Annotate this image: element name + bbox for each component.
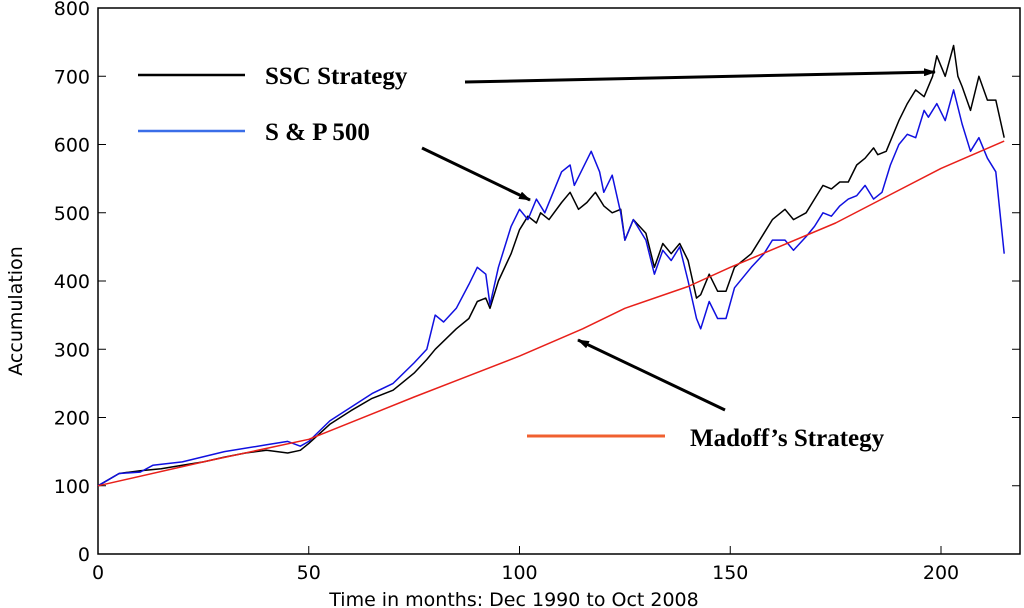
arrow-sp500: [421, 146, 531, 202]
annotation-ssc: SSC Strategy: [265, 63, 408, 90]
series-line-1: [97, 89, 1005, 487]
y-tick-label: 600: [54, 135, 90, 157]
annotation-sp500: S & P 500: [265, 119, 370, 146]
y-tick-label: 500: [54, 203, 90, 225]
y-tick-label: 400: [54, 271, 90, 293]
y-tick-label: 700: [54, 66, 90, 88]
x-tick-label: 50: [297, 562, 321, 584]
arrow-ssc: [464, 68, 936, 84]
y-tick-label: 800: [54, 0, 90, 20]
arrow-madoff: [577, 338, 726, 412]
y-tick-label: 100: [54, 476, 90, 498]
y-tick-label: 0: [78, 544, 90, 566]
x-tick-label: 200: [923, 562, 959, 584]
plot-frame: [97, 7, 1021, 555]
axes: 0 100 200 300 400 500 600 700 800 0 50 100 150 200 Tim…: [5, 0, 1021, 608]
annotation-madoff: Madoff’s Strategy: [690, 425, 885, 452]
y-axis-label: Accumulation: [5, 246, 27, 375]
x-tick-label: 150: [712, 562, 748, 584]
y-tick-label: 200: [54, 408, 90, 430]
series-line-0: [97, 44, 1005, 487]
series-group: [97, 44, 1005, 487]
x-tick-label: 100: [501, 562, 537, 584]
annotations: SSC Strategy S & P 500 Madoff’s Strategy: [138, 63, 936, 452]
y-tick-label: 300: [54, 339, 90, 361]
series-line-2: [97, 140, 1005, 487]
x-axis-label: Time in months: Dec 1990 to Oct 2008: [328, 589, 698, 608]
x-tick-label: 0: [92, 562, 104, 584]
